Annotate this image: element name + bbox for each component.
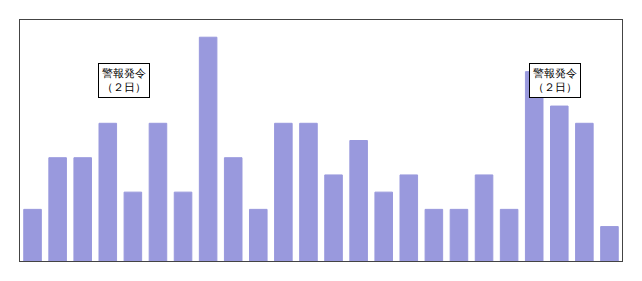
- svg-text:警報発令（２日）: 警報発令（２日）: [102, 67, 146, 94]
- svg-text:警報発令（２日）: 警報発令（２日）: [533, 67, 577, 94]
